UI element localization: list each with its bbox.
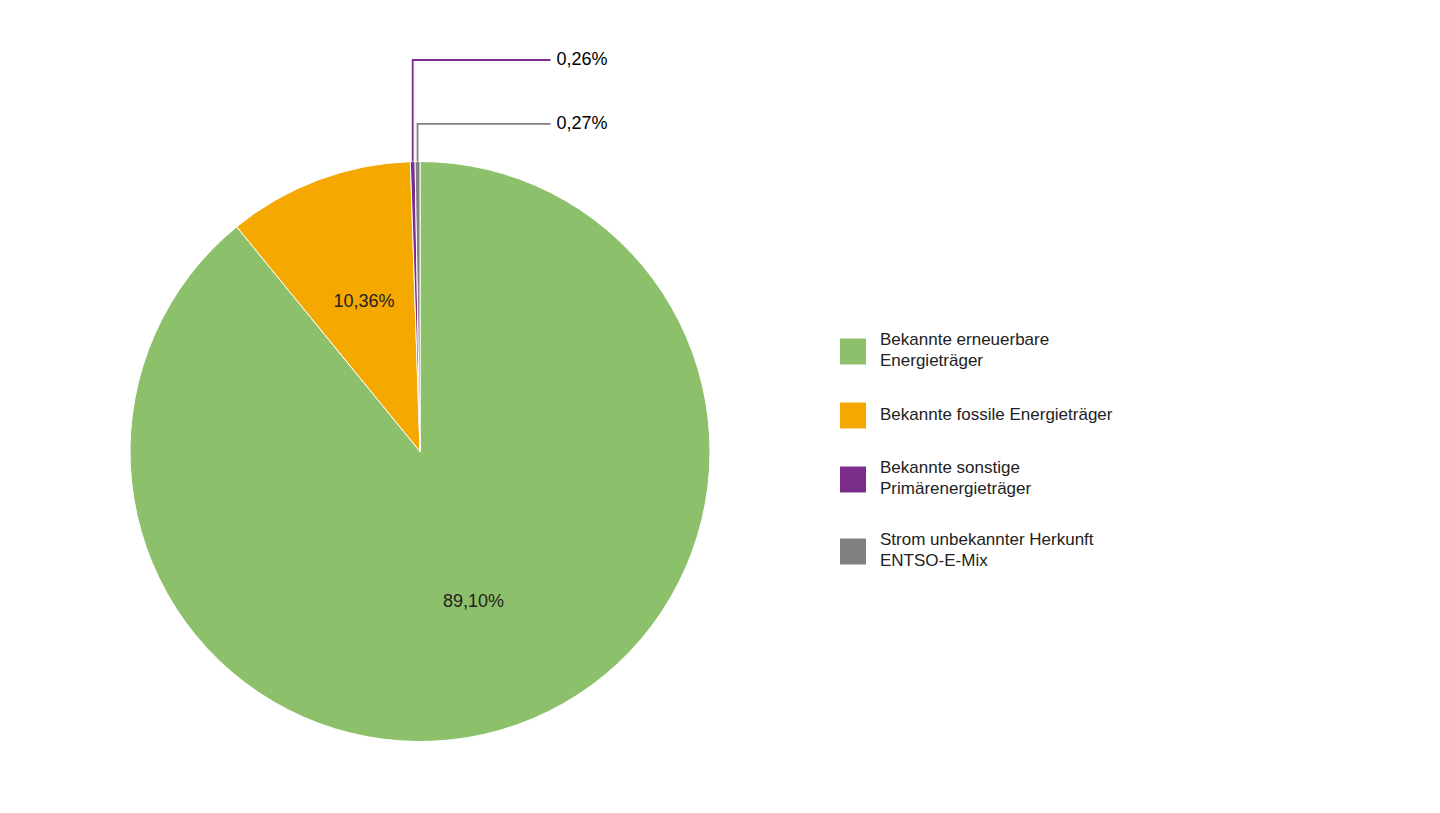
legend-label-line: Bekannte sonstige <box>880 458 1020 477</box>
legend-swatch <box>840 467 866 493</box>
data-label: 10,36% <box>333 291 394 311</box>
legend: Bekannte erneuerbareEnergieträgerBekannt… <box>840 330 1113 570</box>
legend-label-line: Primärenergieträger <box>880 479 1032 498</box>
legend-item: Bekannte sonstige Primärenergieträger <box>840 458 1032 498</box>
data-labels: 89,10% 10,36% 0,26% 0,27% <box>333 49 607 611</box>
legend-label-line: Energieträger <box>880 351 983 370</box>
chart: 89,10% 10,36% 0,26% 0,27% Bekannte erneuerba… <box>0 0 1440 813</box>
legend-label-line: Bekannte erneuerbare <box>880 330 1049 349</box>
leader-line <box>418 124 551 162</box>
data-label: 0,26% <box>557 49 608 69</box>
pie-slice <box>415 162 420 452</box>
legend-item: Bekannte erneuerbare Energieträger <box>840 330 1049 370</box>
pie-slice <box>237 162 420 452</box>
legend-label: Strom unbekannter Herkunft ENTSO-E-Mix <box>880 530 1094 570</box>
legend-label: Bekannte fossile Energieträger <box>880 405 1113 424</box>
legend-swatch <box>840 339 866 365</box>
pie-slice <box>130 162 710 742</box>
data-label: 89,10% <box>443 591 504 611</box>
legend-swatch <box>840 403 866 429</box>
legend-label-line: Bekannte fossile Energieträger <box>880 405 1113 424</box>
legend-label: Bekannte sonstige Primärenergieträger <box>880 458 1032 498</box>
legend-item: Bekannte fossile Energieträger <box>840 403 1113 429</box>
leader-line <box>413 60 551 162</box>
legend-label: Bekannte erneuerbare Energieträger <box>880 330 1049 370</box>
legend-item: Strom unbekannter Herkunft ENTSO-E-Mix <box>840 530 1094 570</box>
legend-label-line: Strom unbekannter Herkunft <box>880 530 1094 549</box>
pie <box>130 162 710 742</box>
legend-label-line: ENTSO-E-Mix <box>880 551 988 570</box>
data-label: 0,27% <box>557 113 608 133</box>
pie-slice <box>410 162 420 452</box>
legend-swatch <box>840 539 866 565</box>
